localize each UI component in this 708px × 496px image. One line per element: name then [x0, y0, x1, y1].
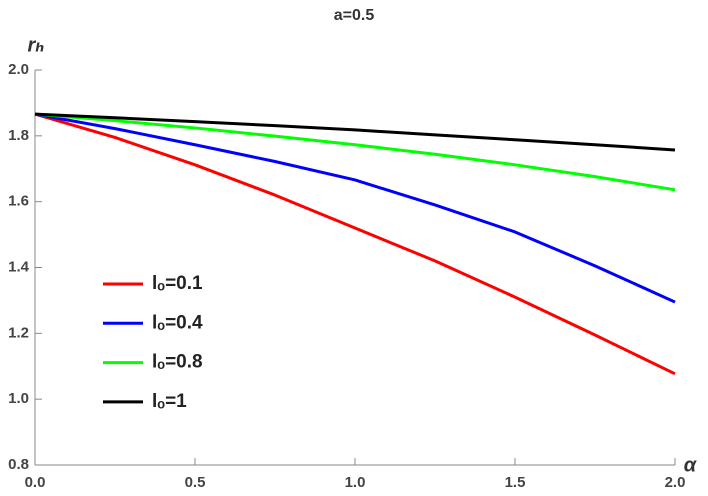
- y-tick-label: 1.6: [8, 193, 29, 210]
- x-tick-label: 0.0: [25, 474, 46, 491]
- line-series: [34, 112, 676, 376]
- line-series: [34, 112, 676, 304]
- line-series: [34, 112, 676, 152]
- legend-label: lₒ=0.8: [152, 352, 203, 373]
- y-tick-label: 0.8: [8, 456, 29, 473]
- y-tick-label: 2.0: [8, 61, 29, 78]
- y-tick-label: 1.4: [8, 258, 30, 275]
- y-tick-label: 1.8: [8, 127, 29, 144]
- y-axis-label: rₕ: [28, 34, 45, 56]
- x-tick-label: 1.0: [345, 474, 366, 491]
- legend-label: lₒ=0.4: [152, 312, 203, 333]
- legend-label: lₒ=1: [152, 391, 187, 412]
- x-tick-label: 2.0: [665, 474, 686, 491]
- y-tick-label: 1.2: [8, 324, 29, 341]
- chart-title: a=0.5: [334, 7, 375, 24]
- x-tick-label: 0.5: [185, 474, 206, 491]
- x-axis-label: α: [684, 454, 698, 476]
- legend-label: lₒ=0.1: [152, 273, 203, 294]
- x-tick-label: 1.5: [505, 474, 526, 491]
- y-tick-label: 1.0: [8, 390, 29, 407]
- line-series: [34, 112, 676, 192]
